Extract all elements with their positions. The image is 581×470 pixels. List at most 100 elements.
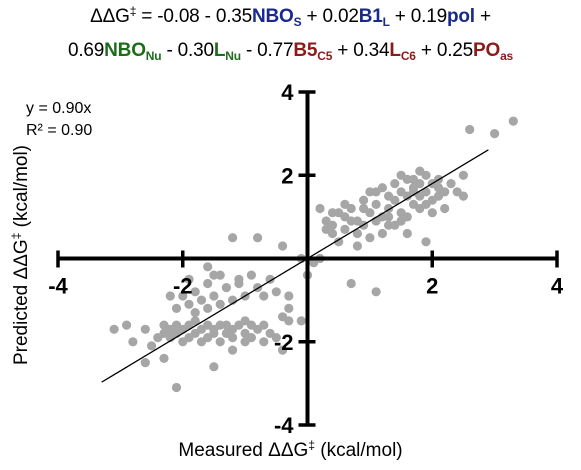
data-point — [340, 199, 350, 209]
data-point — [371, 199, 381, 209]
equation-term: C5 — [317, 49, 333, 63]
data-point — [215, 270, 225, 280]
equation-term: Nu — [145, 49, 162, 63]
data-point — [384, 212, 394, 222]
data-point — [284, 291, 294, 301]
equation-term: S — [293, 15, 302, 29]
equation-term: C6 — [400, 49, 416, 63]
x-axis-title-unit: (kcal/mol) — [315, 440, 403, 461]
model-equation-line-2: 0.69NBONu - 0.30LNu - 0.77B5C5 + 0.34LC6… — [0, 40, 581, 62]
data-point — [122, 320, 132, 330]
equation-term: pol — [446, 6, 475, 27]
data-point — [184, 299, 194, 309]
y-axis-title: Predicted ΔΔG‡ (kcal/mol) — [9, 145, 33, 366]
x-axis-title-sup: ‡ — [308, 438, 315, 452]
equation-term: = -0.08 - 0.35 — [136, 6, 253, 27]
data-point — [377, 228, 387, 239]
data-point — [203, 278, 213, 289]
data-point — [508, 116, 518, 126]
data-point — [352, 241, 362, 251]
equation-term: ‡ — [129, 4, 137, 18]
data-point — [396, 216, 406, 226]
equation-term: 0.69 — [67, 40, 105, 61]
data-point — [315, 203, 325, 214]
data-point — [415, 203, 425, 214]
data-point — [259, 291, 269, 301]
x-tick-label: 2 — [426, 274, 438, 299]
data-point — [228, 233, 238, 243]
model-equation-line-1: ΔΔG‡ = -0.08 - 0.35NBOS + 0.02B1L + 0.19… — [0, 4, 581, 29]
data-point — [340, 224, 350, 234]
x-tick-label: 4 — [551, 274, 564, 299]
equation-term: L — [213, 40, 226, 61]
equation-term: B5 — [293, 40, 318, 61]
data-point — [359, 203, 369, 214]
equation-term: + 0.34 — [332, 40, 390, 61]
equation-term: + 0.02 — [301, 6, 359, 27]
x-axis-title-main: Measured ΔΔG — [178, 440, 309, 461]
data-point — [371, 287, 381, 297]
data-point — [446, 179, 456, 189]
y-tick-label: -2 — [274, 330, 294, 355]
data-point — [228, 333, 238, 343]
data-point — [140, 358, 150, 368]
data-point — [234, 274, 244, 284]
equation-term: L — [389, 40, 401, 61]
data-point — [209, 291, 219, 301]
data-point — [402, 228, 412, 239]
data-point — [246, 270, 256, 280]
fit-r-squared: R² = 0.90 — [26, 122, 93, 139]
equation-term: - 0.77 — [240, 40, 294, 61]
data-point — [427, 208, 437, 218]
data-point — [271, 287, 281, 297]
data-point — [346, 216, 356, 226]
data-point — [458, 170, 468, 180]
equation-term: PO — [473, 40, 501, 61]
data-point — [184, 274, 194, 284]
data-point — [278, 312, 288, 322]
x-axis-title: Measured ΔΔG‡ (kcal/mol) — [0, 438, 581, 462]
data-point — [259, 337, 269, 347]
data-point — [346, 278, 356, 289]
equation-term: Nu — [225, 49, 241, 63]
data-point — [221, 283, 231, 293]
data-point — [147, 341, 157, 351]
data-point — [452, 187, 462, 197]
data-point — [390, 179, 400, 189]
data-point — [253, 233, 263, 243]
data-point — [196, 295, 207, 305]
fit-equation: y = 0.90x — [26, 100, 92, 117]
regression-line — [101, 149, 489, 383]
y-tick-label: 2 — [281, 163, 293, 188]
data-point — [334, 237, 344, 247]
data-point — [359, 195, 369, 205]
data-point — [490, 129, 500, 139]
data-point — [165, 291, 175, 301]
data-point — [384, 220, 394, 230]
data-point — [228, 345, 238, 355]
data-point — [365, 233, 375, 243]
equation-term: + — [474, 6, 491, 27]
x-tick-label: -2 — [173, 274, 193, 299]
data-point — [278, 241, 288, 251]
data-point — [203, 303, 213, 313]
equation-term: B1 — [358, 6, 383, 27]
data-point — [190, 287, 200, 297]
data-point — [178, 291, 188, 301]
data-point — [259, 320, 269, 330]
data-point — [140, 324, 150, 334]
data-point — [203, 262, 213, 272]
y-axis-title-main: Predicted ΔΔG — [11, 239, 32, 366]
data-point — [465, 124, 475, 135]
data-point — [421, 237, 431, 247]
data-point — [371, 187, 381, 197]
data-point — [327, 220, 338, 230]
equation-term: + 0.25 — [415, 40, 474, 61]
data-point — [408, 174, 419, 184]
data-point — [190, 308, 200, 318]
data-point — [190, 316, 200, 326]
x-tick-label: -4 — [48, 274, 68, 299]
data-point — [327, 208, 338, 218]
data-point — [271, 333, 281, 343]
